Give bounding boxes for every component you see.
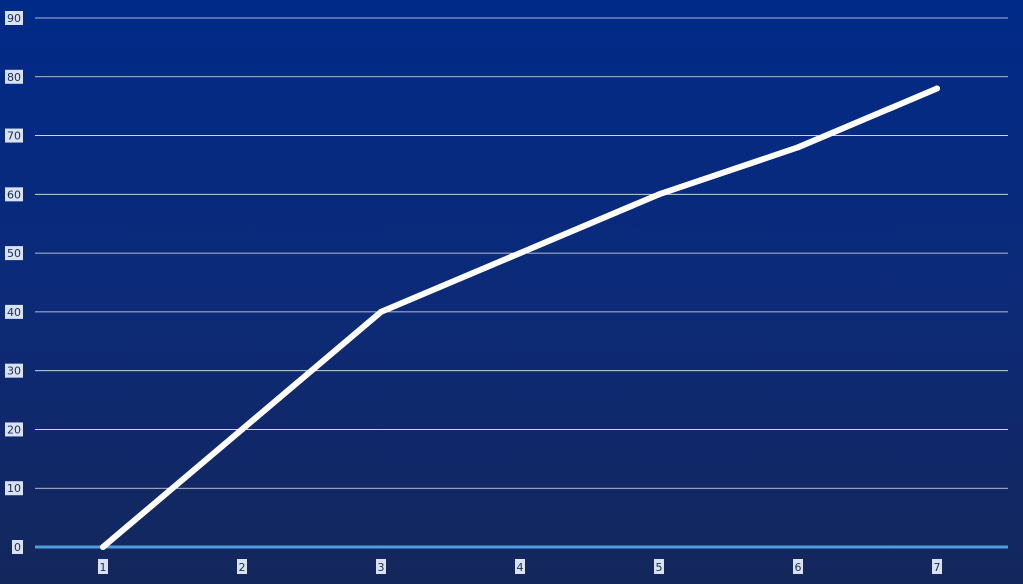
y-tick-label: 10 xyxy=(7,482,21,495)
series-layer xyxy=(100,85,940,550)
data-point-3 xyxy=(378,308,384,315)
grid-lines xyxy=(35,17,1008,549)
x-tick-bg xyxy=(98,559,108,574)
y-tick-bg xyxy=(5,363,23,378)
y-tick-bg xyxy=(5,481,23,496)
y-tick-10: 10 xyxy=(5,481,23,496)
series-line-0 xyxy=(100,85,940,550)
y-tick-bg xyxy=(5,304,23,319)
y-tick-label: 80 xyxy=(7,71,21,84)
x-tick-3: 3 xyxy=(376,559,386,574)
x-tick-label: 6 xyxy=(795,561,802,574)
x-tick-bg xyxy=(515,559,525,574)
y-tick-label: 0 xyxy=(14,541,21,554)
x-tick-label: 2 xyxy=(239,561,246,574)
y-tick-50: 50 xyxy=(5,246,23,261)
y-tick-bg xyxy=(5,69,23,84)
x-tick-2: 2 xyxy=(237,559,247,574)
x-tick-label: 7 xyxy=(934,561,941,574)
y-tick-bg xyxy=(5,187,23,202)
data-point-5 xyxy=(656,191,662,198)
y-tick-0: 0 xyxy=(12,540,23,554)
y-tick-label: 40 xyxy=(7,306,21,319)
x-tick-label: 3 xyxy=(378,561,385,574)
y-tick-70: 70 xyxy=(5,128,23,143)
x-tick-bg xyxy=(376,559,386,574)
y-tick-label: 90 xyxy=(7,12,21,25)
x-tick-bg xyxy=(654,559,664,574)
data-point-1 xyxy=(100,544,106,550)
data-point-7 xyxy=(934,85,940,92)
y-tick-80: 80 xyxy=(5,69,23,84)
y-tick-30: 30 xyxy=(5,363,23,378)
y-tick-60: 60 xyxy=(5,187,23,202)
y-tick-20: 20 xyxy=(5,422,23,437)
y-tick-label: 50 xyxy=(7,247,21,260)
x-tick-5: 5 xyxy=(654,559,664,574)
x-tick-1: 1 xyxy=(98,559,108,574)
y-tick-40: 40 xyxy=(5,304,23,319)
y-tick-label: 20 xyxy=(7,423,21,436)
x-tick-bg xyxy=(793,559,803,574)
y-tick-90: 90 xyxy=(5,11,23,25)
x-tick-label: 5 xyxy=(656,561,663,574)
y-tick-bg xyxy=(5,422,23,437)
x-tick-7: 7 xyxy=(932,559,942,574)
x-tick-bg xyxy=(237,559,247,574)
data-point-6 xyxy=(795,144,801,151)
y-tick-label: 30 xyxy=(7,365,21,378)
x-tick-label: 1 xyxy=(100,561,107,574)
y-tick-bg xyxy=(5,246,23,261)
y-tick-bg xyxy=(12,540,23,554)
y-tick-label: 70 xyxy=(7,130,21,143)
data-point-4 xyxy=(517,250,523,257)
x-tick-bg xyxy=(932,559,942,574)
y-tick-label: 60 xyxy=(7,188,21,201)
x-tick-label: 4 xyxy=(517,561,524,574)
x-tick-4: 4 xyxy=(515,559,525,574)
y-tick-bg xyxy=(5,128,23,143)
y-tick-bg xyxy=(5,11,23,25)
x-axis-ticks: 1 2 3 4 5 6 7 xyxy=(98,559,942,574)
x-tick-6: 6 xyxy=(793,559,803,574)
y-axis-ticks: 0 10 20 30 40 50 60 70 80 90 xyxy=(5,11,23,554)
data-point-2 xyxy=(239,426,245,433)
